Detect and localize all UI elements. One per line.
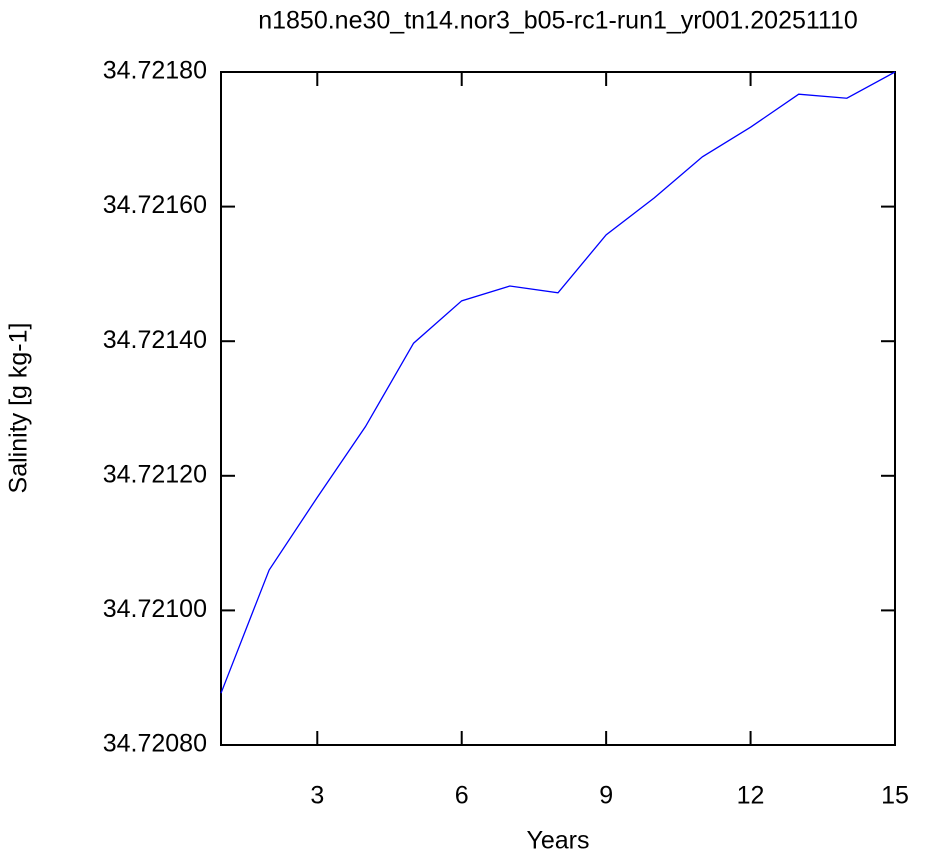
data-line <box>220 71 896 694</box>
x-tick-label: 12 <box>737 782 765 810</box>
x-axis-label: Years <box>526 827 589 855</box>
x-tick-label: 3 <box>310 782 324 810</box>
y-tick-label: 34.72080 <box>103 730 207 758</box>
x-tick-label: 6 <box>455 782 469 810</box>
y-tick-label: 34.72160 <box>103 191 207 219</box>
chart-title: n1850.ne30_tn14.nor3_b05-rc1-run1_yr001.… <box>258 7 858 35</box>
y-tick-label: 34.72180 <box>103 57 207 85</box>
x-tick-label: 9 <box>599 782 613 810</box>
x-tick-label: 15 <box>881 782 909 810</box>
y-axis-label: Salinity [g kg-1] <box>5 323 33 494</box>
y-tick-label: 34.72100 <box>103 595 207 623</box>
y-tick-label: 34.72140 <box>103 326 207 354</box>
y-tick-label: 34.72120 <box>103 460 207 488</box>
plot-frame <box>220 71 896 746</box>
